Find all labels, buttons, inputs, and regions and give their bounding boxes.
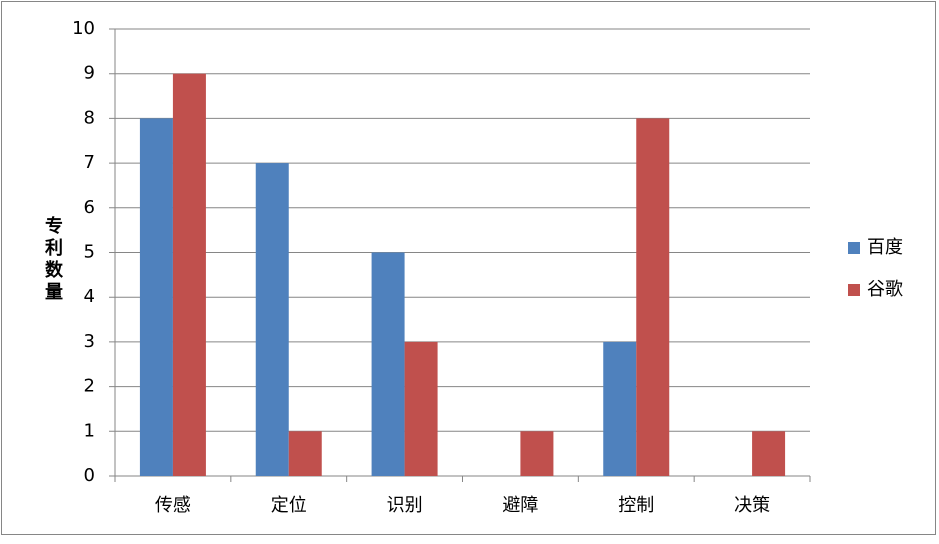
y-tick-label: 0: [84, 465, 95, 486]
y-tick-label: 9: [84, 63, 95, 84]
x-tick-label: 决策: [734, 495, 770, 516]
y-tick-label: 10: [72, 18, 95, 39]
bar: [520, 431, 554, 476]
y-tick-label: 7: [84, 152, 95, 173]
y-tick-label: 4: [84, 286, 95, 307]
bar: [139, 118, 173, 477]
bar: [172, 73, 206, 476]
legend-label: 百度: [867, 237, 903, 258]
bar: [371, 252, 405, 476]
bar: [603, 341, 637, 476]
legend-label: 谷歌: [867, 279, 903, 300]
bar: [752, 431, 786, 476]
y-axis-label: 专利数量: [42, 215, 63, 304]
legend-swatch: [848, 284, 860, 296]
bar: [636, 118, 670, 477]
bar: [255, 163, 289, 476]
y-tick-label: 3: [84, 331, 95, 352]
bar: [288, 431, 322, 476]
legend-swatch: [848, 242, 860, 254]
y-tick-label: 6: [84, 197, 95, 218]
bar: [404, 341, 438, 476]
y-tick-label: 5: [84, 242, 95, 263]
y-tick-label: 2: [84, 376, 95, 397]
x-tick-label: 避障: [502, 495, 538, 516]
y-tick-label: 1: [84, 420, 95, 441]
x-tick-label: 识别: [387, 495, 423, 516]
x-tick-label: 控制: [618, 495, 654, 516]
x-tick-label: 定位: [271, 495, 307, 516]
x-tick-label: 传感: [155, 495, 191, 516]
y-tick-label: 8: [84, 107, 95, 128]
